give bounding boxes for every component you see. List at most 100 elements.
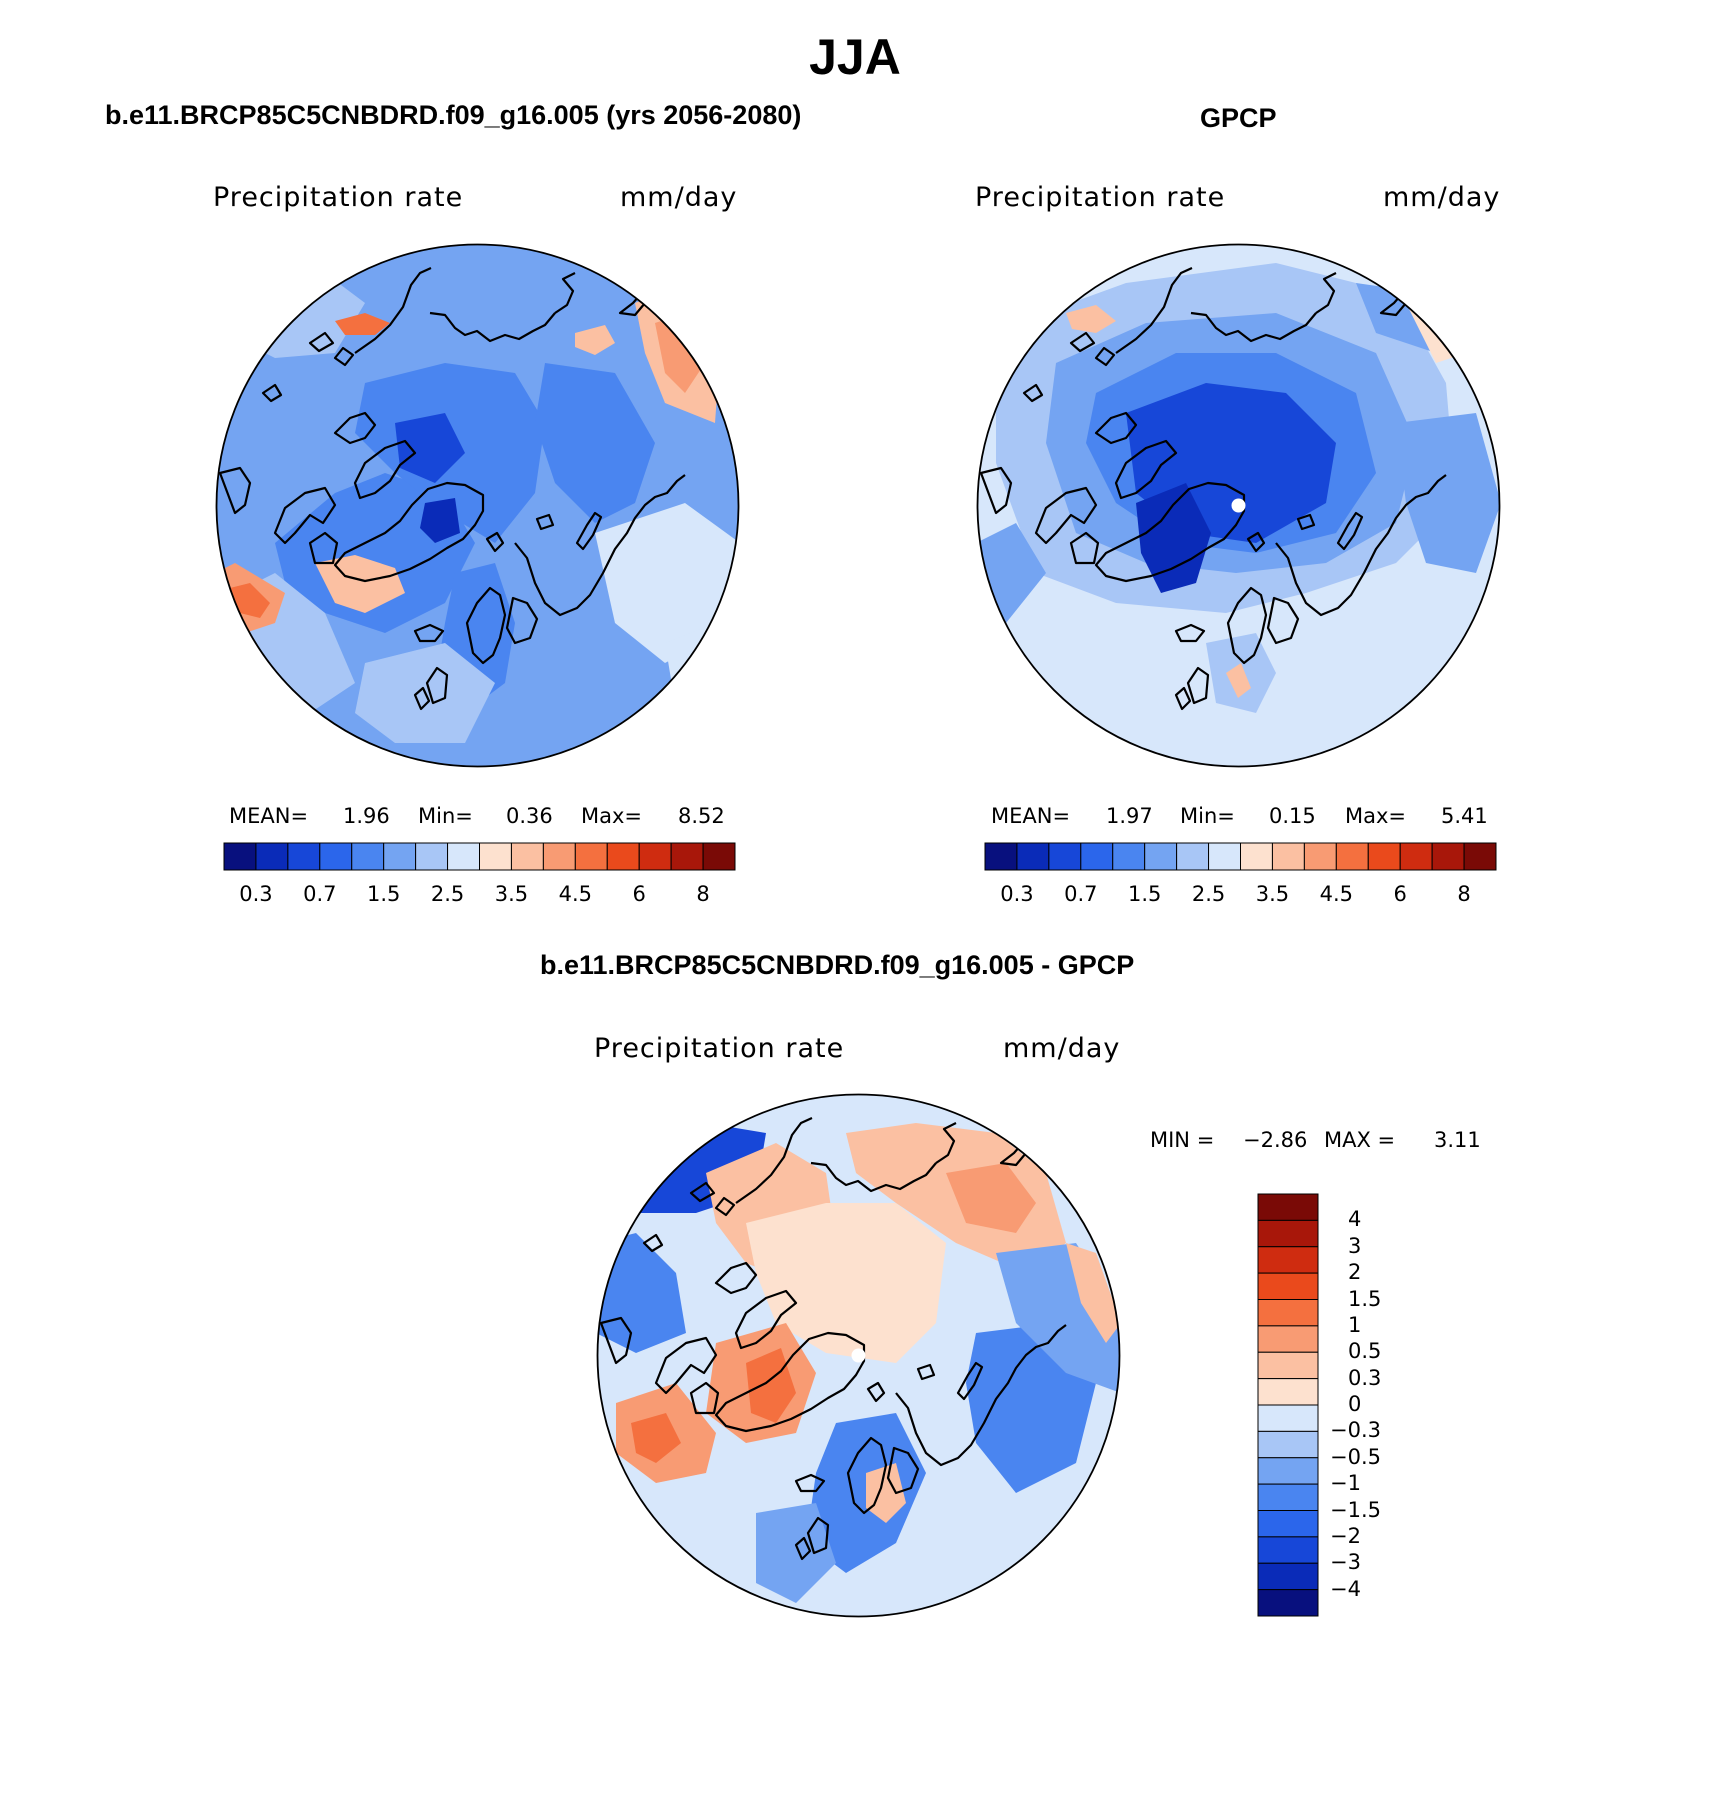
precip-contour-region [395, 413, 465, 483]
colorbar-tick-label: 1.5 [366, 882, 401, 906]
coastline [425, 666, 449, 705]
colorbar-swatch [479, 842, 512, 871]
colorbar-tick-label: 4.5 [1319, 882, 1354, 906]
coastline [554, 272, 576, 314]
colorbar-tick-label: −0.3 [1330, 1418, 1381, 1443]
coastline [714, 1261, 758, 1295]
diff-variable-label: Precipitation rate [594, 1033, 845, 1064]
diff-units-label: mm/day [1003, 1033, 1121, 1064]
colorbar-swatch [1257, 1536, 1319, 1564]
colorbar-swatch [606, 842, 640, 871]
coastline [846, 1436, 888, 1515]
colorbar-swatch [1399, 842, 1433, 871]
coastline [1174, 686, 1192, 711]
coastline [599, 1316, 633, 1365]
colorbar-swatch [670, 842, 704, 871]
precip-contour-region [575, 325, 615, 355]
precip-contour-region [335, 313, 390, 335]
coastline [429, 311, 556, 343]
coastline [485, 531, 505, 553]
colorbar-tick-label: 0 [1348, 1392, 1362, 1416]
colorbar-swatch [542, 842, 576, 871]
coastline [956, 1361, 984, 1401]
colorbar-tick-label: 2.5 [430, 882, 465, 906]
coastline [535, 513, 555, 531]
coastline [714, 1196, 736, 1217]
precip-contour-region [1396, 413, 1500, 573]
precip-contour-region [866, 1463, 906, 1523]
coastline [1022, 383, 1044, 403]
precip-contour-region [756, 1503, 836, 1603]
colorbar-tick-label: −1.5 [1330, 1497, 1381, 1522]
coastline [935, 1122, 957, 1164]
precip-contour-region [746, 1203, 946, 1363]
coastline [273, 486, 337, 545]
coastline [1069, 531, 1100, 565]
colorbar-swatch [1257, 1562, 1319, 1591]
diff-max-value: 3.11 [1434, 1128, 1481, 1152]
coastline [979, 466, 1013, 515]
coastline [1115, 266, 1193, 354]
colorbar-swatch [1257, 1219, 1319, 1248]
colorbar-swatch [1208, 842, 1241, 871]
colorbar-swatch [1176, 842, 1210, 871]
coastline [575, 511, 603, 551]
colorbar-swatch [1257, 1246, 1319, 1274]
colorbar-tick-label: 2.5 [1191, 882, 1226, 906]
obs-mean-label: MEAN= [991, 804, 1071, 828]
model-max-label: Max= [581, 804, 643, 828]
coastline [1069, 331, 1096, 353]
colorbar-tick-label: 2 [1348, 1260, 1362, 1285]
coastline [735, 1116, 813, 1204]
precip-contour-region [420, 498, 460, 543]
colorbar-swatch [1271, 842, 1305, 871]
coastline [895, 1324, 1067, 1467]
colorbar-swatch [510, 842, 544, 871]
coastline [689, 1381, 720, 1415]
coastline [689, 1181, 716, 1203]
coastline [886, 1446, 920, 1495]
model-variable-label: Precipitation rate [213, 182, 464, 213]
coastline [218, 466, 252, 515]
figure-title: JJA [809, 29, 901, 85]
colorbar-tick-label: 0.5 [1348, 1339, 1382, 1364]
colorbar-swatch [1080, 842, 1114, 871]
coastline [794, 1473, 826, 1493]
model-colorbar [223, 842, 736, 871]
colorbar-swatch [1112, 842, 1146, 871]
colorbar-tick-label: −0.5 [1330, 1444, 1381, 1469]
pole-marker [1231, 498, 1246, 513]
colorbar-swatch [574, 842, 608, 871]
coastline [308, 331, 335, 353]
obs-max-value: 5.41 [1441, 804, 1488, 828]
coastline [654, 1336, 718, 1395]
coastline [353, 439, 417, 500]
colorbar-swatch [1257, 1351, 1319, 1380]
colorbar-tick-label: 6 [632, 882, 646, 906]
colorbar-swatch [1257, 1378, 1319, 1406]
obs-min-value: 0.15 [1269, 804, 1316, 828]
coastline [1190, 311, 1317, 343]
model-units-label: mm/day [620, 182, 738, 213]
diff-panel-title: b.e11.BRCP85C5CNBDRD.f09_g16.005 - GPCP [540, 950, 1135, 980]
colorbar-tick-label: 3.5 [494, 882, 529, 906]
obs-polar-map [976, 243, 1501, 768]
colorbar-swatch [255, 842, 289, 871]
colorbar-tick-label: −1 [1330, 1471, 1361, 1496]
colorbar-swatch [1257, 1457, 1319, 1485]
coastline [261, 383, 283, 403]
coastline [714, 1331, 866, 1433]
colorbar-swatch [351, 842, 385, 871]
colorbar-swatch [1257, 1483, 1319, 1511]
colorbar-swatch [447, 842, 480, 871]
obs-variable-label: Precipitation rate [975, 182, 1226, 213]
obs-max-label: Max= [1345, 804, 1407, 828]
colorbar-tick-label: 4 [1348, 1207, 1362, 1232]
colorbar-tick-label: −3 [1330, 1550, 1361, 1575]
colorbar-swatch [1257, 1510, 1319, 1538]
colorbar-swatch [1257, 1404, 1319, 1432]
colorbar-tick-label: 3.5 [1255, 882, 1290, 906]
obs-units-label: mm/day [1383, 182, 1501, 213]
colorbar-tick-label: 1 [1348, 1312, 1362, 1337]
precip-contour-region [946, 1163, 1036, 1233]
